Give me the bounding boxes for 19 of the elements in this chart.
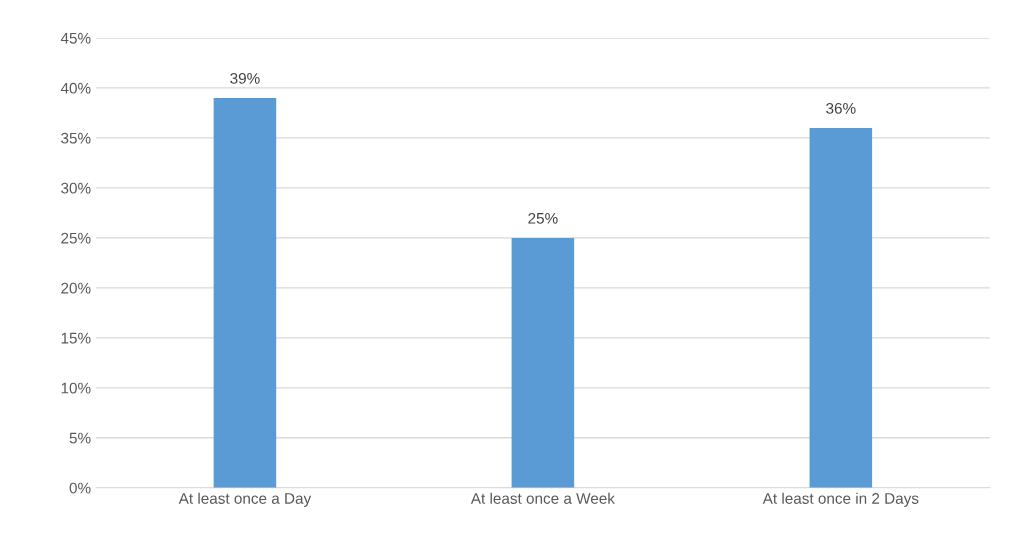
x-tick-label: At least once a Week [470, 492, 615, 504]
y-tick-label: 20% [61, 282, 91, 294]
y-tick-label: 10% [61, 382, 91, 394]
bar [213, 97, 277, 488]
y-tick-label: 25% [61, 232, 91, 244]
y-tick-label: 0% [69, 482, 91, 494]
x-tick-label: At least once a Day [178, 492, 312, 507]
data-label: 39% [230, 72, 260, 84]
y-tick-label: 40% [60, 82, 91, 94]
y-tick-label: 35% [61, 132, 91, 144]
x-tick-label: At least once in 2 Days [762, 492, 919, 507]
y-tick-label: 30% [61, 182, 91, 194]
y-tick-label: 45% [60, 32, 91, 44]
y-tick-label: 15% [61, 332, 91, 344]
data-label: 36% [826, 102, 856, 114]
y-tick-label: 5% [69, 432, 91, 444]
bar [809, 127, 873, 488]
bar [511, 237, 575, 488]
data-label: 25% [528, 212, 558, 224]
